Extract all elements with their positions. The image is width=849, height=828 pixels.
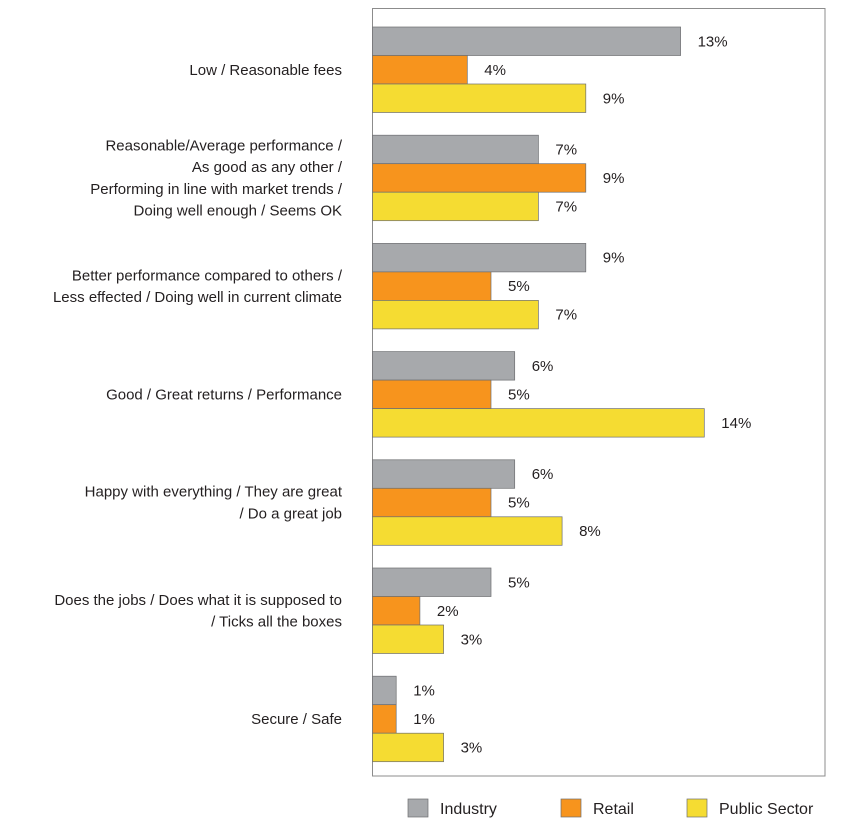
data-label: 2% <box>437 603 459 620</box>
bar-industry <box>372 351 516 381</box>
category-label: Does the jobs / Does what it is supposed… <box>54 592 342 609</box>
bar-industry <box>372 567 492 597</box>
category-label: Low / Reasonable fees <box>189 62 342 79</box>
category-label: Secure / Safe <box>251 711 342 728</box>
category-label: As good as any other / <box>192 159 343 176</box>
category-label: Good / Great returns / Performance <box>106 386 342 403</box>
data-label: 9% <box>603 90 625 107</box>
data-label: 3% <box>461 631 483 648</box>
bar-retail <box>372 271 492 301</box>
category-label: / Ticks all the boxes <box>211 614 342 631</box>
category-label: / Do a great job <box>239 505 342 522</box>
bar-industry <box>372 459 516 489</box>
bar-public-sector <box>372 300 539 330</box>
bar-public-sector <box>372 191 539 222</box>
bar-public-sector <box>372 732 444 763</box>
bar-industry <box>372 243 587 273</box>
bar-retail <box>372 55 468 85</box>
bar-industry <box>372 134 539 165</box>
data-label: 9% <box>603 170 625 187</box>
legend-swatch <box>560 798 582 818</box>
data-label: 5% <box>508 386 530 403</box>
legend-label: Public Sector <box>719 801 814 818</box>
category-label: Doing well enough / Seems OK <box>134 203 342 220</box>
data-label: 7% <box>555 307 577 324</box>
category-label: Reasonable/Average performance / <box>105 137 342 154</box>
data-label: 14% <box>721 415 751 432</box>
data-label: 13% <box>698 33 728 50</box>
bar-public-sector <box>372 516 563 546</box>
legend-swatch <box>407 798 429 818</box>
bar-retail <box>372 487 492 518</box>
data-label: 7% <box>555 198 577 215</box>
data-label: 9% <box>603 250 625 267</box>
category-label: Better performance compared to others / <box>72 267 343 284</box>
data-label: 1% <box>413 682 435 699</box>
bar-industry <box>372 26 681 56</box>
category-label: Performing in line with market trends / <box>90 181 343 198</box>
bar-public-sector <box>372 408 705 438</box>
bar-retail <box>372 163 587 193</box>
category-label: Happy with everything / They are great <box>85 484 343 501</box>
data-label: 5% <box>508 574 530 591</box>
data-label: 1% <box>413 711 435 728</box>
category-label: Less effected / Doing well in current cl… <box>53 289 342 306</box>
data-label: 6% <box>532 358 554 375</box>
data-label: 6% <box>532 466 554 483</box>
legend-label: Industry <box>440 801 497 818</box>
bar-retail <box>372 704 397 734</box>
data-label: 3% <box>461 739 483 756</box>
data-label: 4% <box>484 62 506 79</box>
data-label: 5% <box>508 278 530 295</box>
data-label: 8% <box>579 523 601 540</box>
bar-public-sector <box>372 83 587 113</box>
legend-label: Retail <box>593 801 634 818</box>
legend-swatch <box>686 798 708 818</box>
bar-retail <box>372 596 421 626</box>
data-label: 7% <box>555 141 577 158</box>
data-label: 5% <box>508 495 530 512</box>
bar-industry <box>372 675 397 706</box>
bar-retail <box>372 379 492 409</box>
bar-public-sector <box>372 624 444 654</box>
